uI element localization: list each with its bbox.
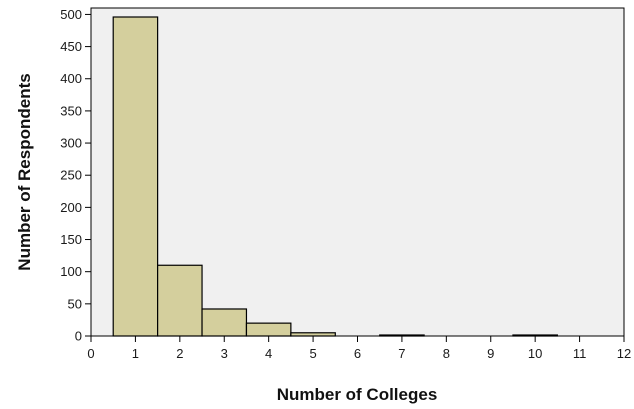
- histogram-bar: [290, 332, 336, 337]
- x-tick-label: 10: [528, 346, 542, 361]
- y-tick-label: 200: [60, 200, 82, 215]
- x-tick-label: 12: [617, 346, 631, 361]
- x-tick-label: 6: [354, 346, 361, 361]
- y-tick-label: 350: [60, 103, 82, 118]
- histogram-bar: [245, 322, 292, 337]
- x-tick-label: 2: [176, 346, 183, 361]
- histogram-bar: [379, 334, 425, 337]
- y-tick-label: 100: [60, 264, 82, 279]
- histogram-bar: [201, 308, 248, 337]
- x-tick-label: 4: [265, 346, 272, 361]
- x-tick-label: 1: [132, 346, 139, 361]
- x-tick-label: 3: [221, 346, 228, 361]
- x-tick-label: 0: [87, 346, 94, 361]
- histogram-bar: [512, 334, 558, 337]
- y-tick-label: 300: [60, 136, 82, 151]
- x-tick-label: 7: [398, 346, 405, 361]
- y-tick-label: 0: [75, 329, 82, 344]
- y-tick-label: 500: [60, 7, 82, 22]
- x-tick-label: 5: [309, 346, 316, 361]
- y-tick-label: 250: [60, 168, 82, 183]
- histogram-bar: [112, 16, 159, 337]
- x-tick-label: 9: [487, 346, 494, 361]
- x-tick-label: 11: [573, 346, 587, 361]
- y-tick-label: 50: [68, 296, 82, 311]
- y-tick-label: 400: [60, 71, 82, 86]
- x-axis-title: Number of Colleges: [277, 385, 438, 404]
- y-axis-title: Number of Respondents: [15, 73, 34, 270]
- y-tick-label: 450: [60, 39, 82, 54]
- x-tick-label: 8: [443, 346, 450, 361]
- histogram-bar: [157, 264, 203, 337]
- y-tick-label: 150: [60, 232, 82, 247]
